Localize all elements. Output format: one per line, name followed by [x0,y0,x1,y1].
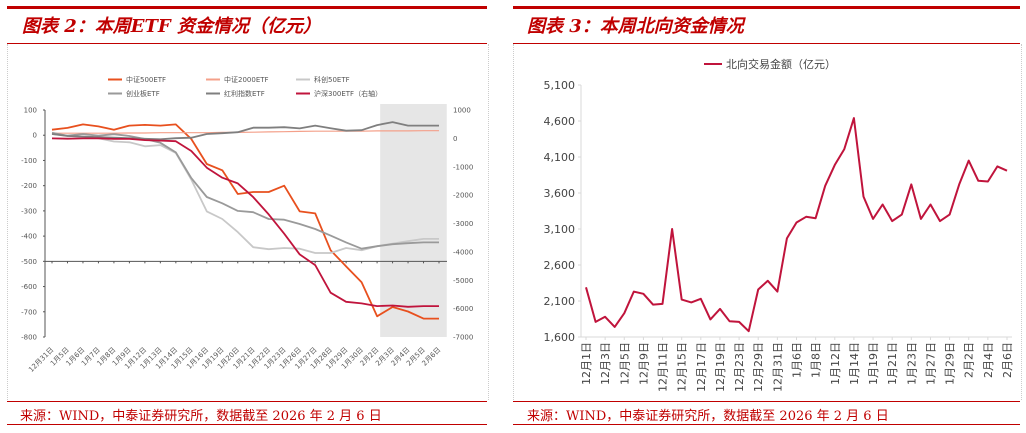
y-tick-label: -400 [21,233,37,241]
y-tick-label: -800 [21,334,37,342]
y-tick-label: -300 [21,207,37,215]
x-tick-label: 12月9日 [637,342,650,385]
y-tick-label: 2,600 [544,259,576,272]
x-tick-label: 2月4日 [982,342,995,378]
y2-tick-label: -2000 [453,192,473,200]
shaded-region [380,104,447,337]
y2-tick-label: -1000 [453,163,473,171]
y-tick-label: 4,100 [544,151,576,164]
x-tick-label: 1月14日 [848,342,861,385]
y-tick-label: -700 [21,308,37,316]
y-tick-label: 3,600 [544,187,576,200]
x-tick-label: 12月29日 [752,342,765,392]
left-bottom-rule [7,424,487,425]
y-tick-label: -500 [21,258,37,266]
x-tick-label: 12月31日 [771,342,784,392]
x-tick-label: 1月27日 [924,342,937,385]
legend-label: 沪深300ETF（右轴） [314,89,382,98]
x-tick-label: 1月8日 [810,342,823,378]
x-tick-label: 12月1日 [580,342,593,385]
y2-tick-label: -3000 [453,220,473,228]
x-tick-label: 12月5日 [618,342,631,385]
y-tick-label: 0 [33,132,37,140]
left-chart-frame [7,44,489,400]
x-tick-label: 1月23日 [905,342,918,385]
y2-tick-label: -7000 [453,334,473,342]
x-tick-label: 12月23日 [733,342,746,392]
y-tick-label: 1,600 [544,331,576,344]
x-tick-label: 1月29日 [944,342,957,385]
x-tick-label: 2月2日 [963,342,976,378]
right-chart-frame [513,44,1022,400]
y-tick-label: -600 [21,283,37,291]
legend-label: 北向交易金额（亿元） [726,57,836,71]
y-tick-label: 5,100 [544,79,576,92]
legend-label: 创业板ETF [126,89,160,98]
legend-label: 中证2000ETF [224,75,269,84]
x-tick-label: 1月19日 [867,342,880,385]
right-title-rule [513,43,1020,44]
series-line-4 [51,121,439,141]
y-tick-label: 4,600 [544,115,576,128]
x-tick-label: 12月3日 [599,342,612,385]
left-chart-title: 图表 2：本周ETF 资金情况（亿元） [22,16,321,37]
right-top-rule [513,6,1020,9]
y-tick-label: 3,100 [544,223,576,236]
right-source-note: 来源：WIND，中泰证券研究所，数据截至 2026 年 2 月 6 日 [527,409,889,424]
series-line-1 [52,130,439,134]
left-top-rule [7,6,487,9]
x-tick-label: 1月6日 [791,342,804,378]
y2-tick-label: 0 [453,135,457,143]
left-footer-rule [7,401,487,402]
y-tick-label: 100 [24,107,37,115]
x-tick-label: 1月21日 [886,342,899,385]
y-tick-label: -200 [21,182,37,190]
x-tick-label: 12月19日 [714,342,727,392]
legend-label: 红利指数ETF [224,89,265,98]
left-source-note: 来源：WIND，中泰证券研究所，数据截至 2026 年 2 月 6 日 [20,409,382,424]
series-line-northbound [585,117,1008,333]
right-chart-title: 图表 3：本周北向资金情况 [527,16,744,37]
x-tick-label: 2月6日 [1001,342,1014,378]
x-tick-label: 12月17日 [695,342,708,392]
legend-label: 科创50ETF [314,75,350,84]
x-tick-label: 12月15日 [676,342,689,392]
series-line-0 [51,123,439,320]
x-tick-label: 1月12日 [829,342,842,385]
x-tick-label: 12月11日 [657,342,670,392]
right-footer-rule [513,401,1020,402]
y2-tick-label: -4000 [453,248,473,256]
right-bottom-rule [513,424,1020,425]
y2-tick-label: 1000 [453,107,471,115]
y2-tick-label: -6000 [453,305,473,313]
y-tick-label: 2,100 [544,295,576,308]
legend-label: 中证500ETF [126,75,166,84]
y-tick-label: -100 [21,157,37,165]
left-title-rule [7,43,487,44]
y2-tick-label: -5000 [453,277,473,285]
series-line-5 [51,137,439,308]
series-line-3 [51,131,439,250]
